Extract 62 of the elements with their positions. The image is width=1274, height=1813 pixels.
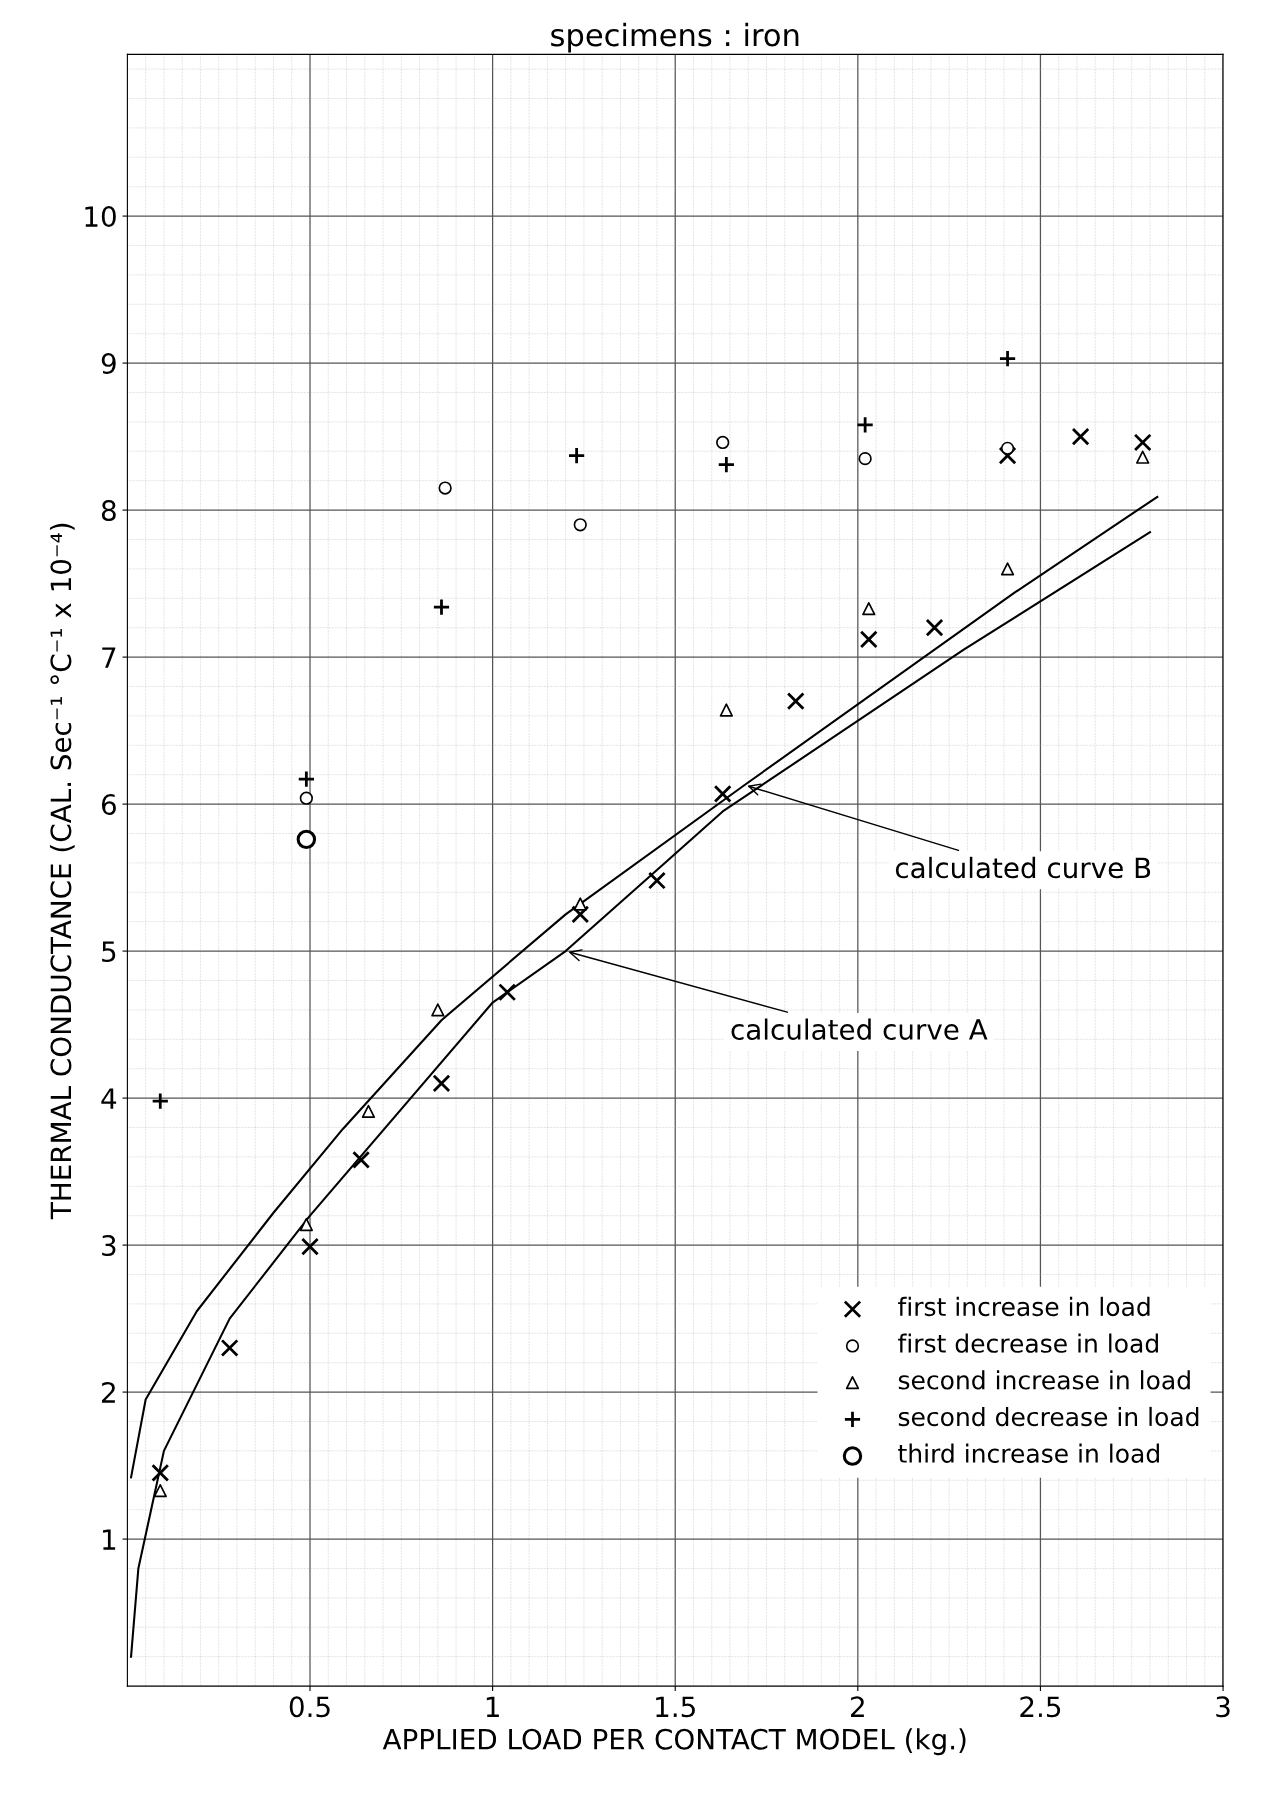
point xyxy=(1133,433,1152,452)
x-tick-label: 2.5 xyxy=(1020,1696,1061,1718)
annotation: calculated curve A xyxy=(731,1018,988,1040)
y-tick-label: 10 xyxy=(85,206,116,228)
point xyxy=(1000,441,1015,455)
point xyxy=(717,455,736,474)
point xyxy=(301,1237,319,1256)
point xyxy=(713,784,732,803)
x-tick-label: 3 xyxy=(1216,1696,1230,1718)
point xyxy=(1071,427,1090,446)
y-tick-label: 6 xyxy=(101,794,116,816)
point xyxy=(925,618,944,637)
point xyxy=(1000,562,1015,576)
point xyxy=(361,1104,376,1118)
x-tick-label: 2 xyxy=(851,1696,864,1717)
point xyxy=(573,518,587,532)
point xyxy=(998,446,1017,465)
x-axis-title: APPLIED LOAD PER CONTACT MODEL (kg.) xyxy=(382,1728,966,1756)
point xyxy=(438,481,452,495)
legend-label: first decrease in load xyxy=(898,1333,1158,1353)
point xyxy=(296,829,317,850)
point xyxy=(299,791,313,805)
point xyxy=(151,1463,170,1482)
y-tick-label: 5 xyxy=(102,941,116,963)
y-tick-label: 4 xyxy=(101,1088,117,1109)
annotation: calculated curve B xyxy=(895,856,1151,879)
point xyxy=(859,630,878,649)
y-tick-label: 8 xyxy=(101,500,116,522)
point xyxy=(220,1338,239,1357)
point xyxy=(856,415,875,434)
point xyxy=(297,770,316,789)
point xyxy=(858,451,872,466)
point xyxy=(498,983,517,1002)
point xyxy=(647,871,666,890)
point xyxy=(431,1003,445,1017)
y-tick-label: 7 xyxy=(102,647,116,668)
point xyxy=(151,1092,170,1111)
point xyxy=(862,601,876,616)
point xyxy=(432,1074,451,1093)
x-tick-label: 0.5 xyxy=(289,1696,330,1718)
legend-label: first increase in load xyxy=(898,1296,1150,1317)
point xyxy=(573,897,587,911)
point xyxy=(716,435,730,450)
point xyxy=(719,703,733,717)
y-tick-label: 3 xyxy=(102,1235,116,1257)
x-tick-label: 1.5 xyxy=(656,1696,695,1718)
y-axis-title: THERMAL CONDUCTANCE (CAL. Sec⁻¹ °C⁻¹ x 10⁻⁴) xyxy=(49,523,75,1220)
point xyxy=(432,598,451,617)
point xyxy=(1136,450,1150,464)
point xyxy=(299,1217,313,1232)
y-tick-label: 9 xyxy=(101,353,116,375)
y-tick-label: 2 xyxy=(102,1382,115,1403)
point xyxy=(153,1483,167,1498)
chart-title: specimens : iron xyxy=(551,22,799,53)
point xyxy=(571,905,590,924)
legend-label: third increase in load xyxy=(898,1443,1159,1463)
point xyxy=(786,692,805,711)
point xyxy=(352,1150,371,1169)
legend-label: second decrease in load xyxy=(898,1406,1199,1427)
x-tick-label: 1 xyxy=(486,1696,499,1717)
y-tick-label: 1 xyxy=(103,1529,116,1550)
legend-label: second increase in load xyxy=(898,1370,1190,1390)
